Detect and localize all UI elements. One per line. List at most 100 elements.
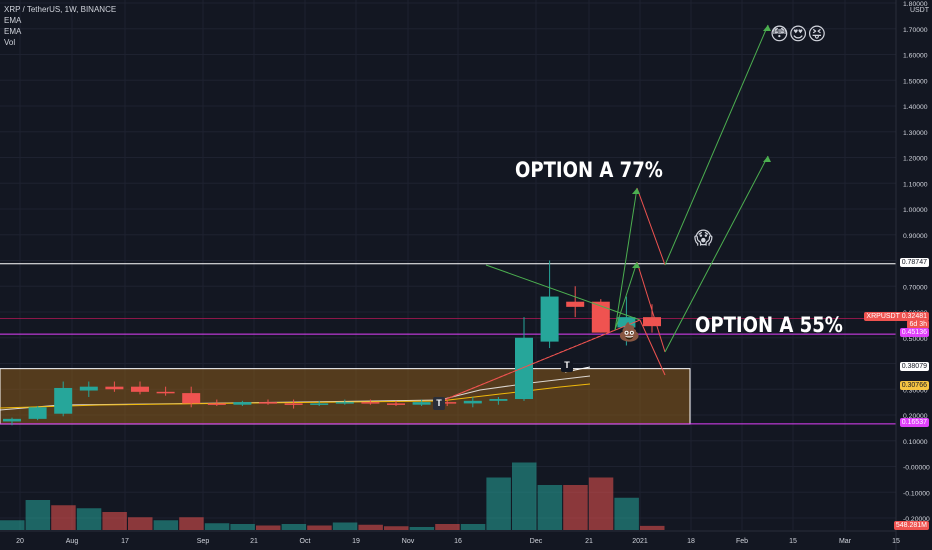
time-tick-label: Mar xyxy=(839,538,852,545)
trend-line-top xyxy=(485,264,641,321)
price-tick-label: 1.60000 xyxy=(903,53,928,60)
time-tick-label: 15 xyxy=(892,538,900,545)
price-tag: 0.45136 xyxy=(899,328,929,338)
option-a-77-label: OPTION A 77% xyxy=(515,158,663,182)
volume-bar xyxy=(25,500,51,530)
volume-bar xyxy=(486,477,511,530)
price-tick-label: 1.70000 xyxy=(903,27,928,34)
candle-body xyxy=(463,400,482,404)
price-tag: 0.16537 xyxy=(899,417,929,427)
time-tick-label: 15 xyxy=(789,538,797,545)
volume-bar xyxy=(76,508,102,530)
candle-body xyxy=(438,402,457,404)
volume-bar xyxy=(230,524,255,530)
symbol-title[interactable]: XRP / TetherUS, 1W, BINANCE xyxy=(4,5,117,14)
red-arrow-55-down xyxy=(636,261,666,353)
green-arrow-77 xyxy=(614,187,638,331)
volume-bar xyxy=(153,520,179,530)
time-tick-label: 21 xyxy=(585,538,593,545)
scream-emoji-icon: 😱 xyxy=(694,228,713,248)
candle-body xyxy=(361,402,380,404)
time-tick-label: 21 xyxy=(250,538,258,545)
volume-bar xyxy=(537,485,563,530)
candle-body xyxy=(79,386,98,391)
time-tick-label: 18 xyxy=(687,538,695,545)
volume-bar xyxy=(102,512,127,530)
volume-bar xyxy=(256,525,281,530)
price-tick-label: 0.70000 xyxy=(903,284,928,291)
candle-body xyxy=(28,407,47,419)
candle-body xyxy=(335,402,354,404)
indicator-vol[interactable]: Vol xyxy=(4,38,16,47)
time-tick-label: 17 xyxy=(121,538,129,545)
indicator-ema-1[interactable]: EMA xyxy=(4,16,22,25)
candle-body xyxy=(156,391,175,394)
candle-body xyxy=(412,402,431,405)
arrowhead-55 xyxy=(632,262,640,268)
option-a-55-label: OPTION A 55% xyxy=(695,313,843,337)
time-tick-label: Dec xyxy=(530,538,543,545)
volume-bar xyxy=(204,523,230,530)
currency-label: USDT xyxy=(910,7,930,14)
price-tag: 548.281M xyxy=(893,521,929,530)
volume-bar xyxy=(51,505,76,530)
candle-body xyxy=(105,386,124,390)
green-arrow-55 xyxy=(614,261,638,331)
red-arrow-drop xyxy=(639,319,666,376)
price-tick-label: 0.10000 xyxy=(903,439,928,446)
candle-body xyxy=(489,399,508,401)
candle-body xyxy=(233,402,252,405)
indicator-ema-2[interactable]: EMA xyxy=(4,27,22,36)
price-tag: 6d 3h xyxy=(907,320,929,330)
volume-bar xyxy=(512,462,537,530)
price-tick-label: 1.00000 xyxy=(903,207,928,214)
time-tick-label: Nov xyxy=(402,538,415,545)
t-marker-2[interactable]: T xyxy=(561,359,573,372)
face-emoji-group-icon: 😳😍😝 xyxy=(770,24,827,44)
price-tag: 0.38079 xyxy=(899,362,929,372)
volume-bar xyxy=(128,517,153,530)
candle-body xyxy=(515,337,533,400)
time-tick-label: 20 xyxy=(16,538,24,545)
price-tag: XRPUSDT 0.32481 xyxy=(864,312,929,322)
consolidation-box xyxy=(0,368,691,425)
candle-body xyxy=(540,296,559,342)
volume-bar xyxy=(307,525,332,530)
time-axis[interactable]: 20 Aug 17 Sep 21 Oct 19 Nov 16 Dec 21 2021 18 Feb 15 Ma… xyxy=(0,530,900,545)
dashed-red-line xyxy=(443,329,616,401)
price-tick-label: -0.20000 xyxy=(903,516,930,523)
candlesticks xyxy=(3,260,661,426)
horizontal-levels xyxy=(0,263,896,425)
candle-body xyxy=(182,393,201,404)
time-tick-label: Feb xyxy=(736,538,748,545)
volume-bar xyxy=(281,524,307,530)
candle-body xyxy=(131,386,149,392)
price-tick-label: -0.10000 xyxy=(903,490,930,497)
volume-bar xyxy=(460,524,486,530)
red-arrow-77-down xyxy=(636,187,666,266)
projection-arrows xyxy=(443,24,771,401)
price-tick-label: -0.00000 xyxy=(903,465,930,472)
time-tick-label: Sep xyxy=(197,538,210,545)
candle-body xyxy=(566,301,585,307)
price-tag: 0.30766 xyxy=(899,381,929,391)
time-tick-label: 16 xyxy=(454,538,462,545)
volume-bar xyxy=(384,526,409,530)
arrowhead-77 xyxy=(632,188,640,194)
arrowhead-right xyxy=(763,156,771,162)
price-tick-label: 1.40000 xyxy=(903,104,928,111)
candle-body xyxy=(259,402,277,404)
price-tick-label: 0.20000 xyxy=(903,413,928,420)
t-marker-1[interactable]: T xyxy=(433,397,445,410)
time-tick-label: 2021 xyxy=(632,538,648,545)
chart-grid xyxy=(0,0,897,530)
candle-body xyxy=(591,301,610,333)
poop-emoji-icon: 💩 xyxy=(618,322,641,342)
candle-body xyxy=(617,317,636,328)
time-tick-label: Aug xyxy=(66,538,79,545)
consolidation-box-rect xyxy=(0,368,691,425)
time-tick-label: 19 xyxy=(352,538,360,545)
time-tick-label: Oct xyxy=(300,538,311,545)
